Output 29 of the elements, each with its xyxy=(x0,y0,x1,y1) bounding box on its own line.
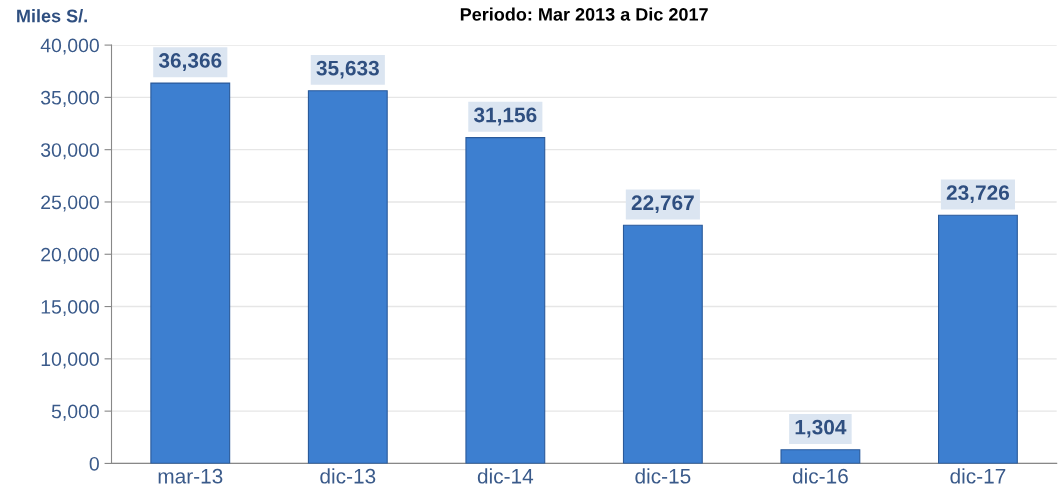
x-tick-label: dic-14 xyxy=(477,468,534,484)
y-tick-label: 30,000 xyxy=(40,143,99,160)
bar xyxy=(150,82,231,464)
y-tick-label: 35,000 xyxy=(40,90,99,107)
data-label: 1,304 xyxy=(795,419,847,438)
y-tick-label: 10,000 xyxy=(41,352,99,369)
x-tick-label: dic-15 xyxy=(635,468,691,484)
y-tick-label: 40,000 xyxy=(40,38,99,55)
bar xyxy=(622,224,703,464)
y-tick-label: 25,000 xyxy=(41,195,99,212)
x-tick-label: dic-17 xyxy=(950,468,1006,484)
data-label: 35,633 xyxy=(316,60,379,79)
y-tick-label: 5,000 xyxy=(51,404,99,421)
data-label: 22,767 xyxy=(631,195,694,214)
x-tick-label: dic-16 xyxy=(792,468,848,484)
bar xyxy=(937,214,1018,464)
data-label: 23,726 xyxy=(946,185,1010,204)
y-tick-label: 20,000 xyxy=(41,247,99,264)
y-tick-label: 0 xyxy=(89,456,99,471)
data-label: 31,156 xyxy=(473,107,537,126)
bar xyxy=(465,137,546,464)
data-label: 36,366 xyxy=(158,53,222,71)
x-tick-label: mar-13 xyxy=(158,468,223,484)
y-tick-label: 15,000 xyxy=(41,300,99,317)
bar xyxy=(780,449,861,464)
chart-title: Periodo: Mar 2013 a Dic 2017 xyxy=(460,7,708,21)
y-axis-title: Miles S/. xyxy=(17,9,87,23)
bar xyxy=(307,90,388,464)
x-tick-label: dic-13 xyxy=(320,468,376,484)
